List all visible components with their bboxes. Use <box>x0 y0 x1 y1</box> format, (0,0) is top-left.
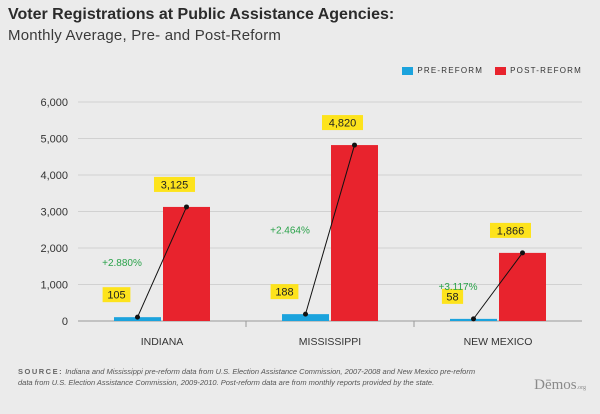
change-line <box>305 144 355 315</box>
demos-logo: Dēmos.org <box>534 377 586 394</box>
legend-swatch-pre <box>402 66 414 75</box>
data-label-post: 3,125 <box>161 179 189 191</box>
y-tick-label: 4,000 <box>40 170 68 182</box>
bar-post <box>163 206 210 321</box>
y-tick-label: 3,000 <box>40 207 68 219</box>
change-line <box>473 252 523 320</box>
legend-label-pre: PRE-REFORM <box>417 66 484 75</box>
change-dot-post <box>184 204 189 210</box>
x-tick-label: MISSISSIPPI <box>299 336 361 348</box>
change-dot-pre <box>471 316 476 322</box>
data-label-post: 4,820 <box>329 118 357 130</box>
data-label-post-bg <box>490 222 531 238</box>
bar-post <box>331 145 378 321</box>
data-label-post: 1,866 <box>497 225 525 237</box>
change-label: +2.880% <box>102 258 142 269</box>
source-label: SOURCE: <box>18 367 64 376</box>
legend-item-pre: PRE-REFORM <box>402 66 483 75</box>
logo-name: Dēmos <box>534 377 577 393</box>
legend-swatch-post <box>495 66 507 75</box>
change-label: +3.117% <box>438 282 477 293</box>
data-label-pre-bg <box>102 287 131 303</box>
change-dot-pre <box>135 314 140 320</box>
change-dot-post <box>520 250 525 256</box>
y-tick-label: 5,000 <box>40 134 68 146</box>
source-note: SOURCE: Indiana and Mississippi pre-refo… <box>18 367 488 388</box>
y-tick-label: 2,000 <box>40 243 68 255</box>
x-tick-label: NEW MEXICO <box>464 336 533 348</box>
data-label-pre-bg <box>441 288 464 304</box>
bar-pre <box>282 314 329 321</box>
data-label-pre: 105 <box>107 290 125 302</box>
data-label-pre-bg <box>270 284 299 300</box>
legend-item-post: POST-REFORM <box>495 66 582 75</box>
chart-title: Voter Registrations at Public Assistance… <box>8 6 395 23</box>
data-label-pre: 188 <box>275 287 293 299</box>
y-tick-label: 0 <box>62 316 68 328</box>
data-label-post-bg <box>322 115 363 131</box>
x-tick-label: INDIANA <box>141 336 184 348</box>
y-tick-label: 6,000 <box>40 97 68 109</box>
legend: PRE-REFORM POST-REFORM <box>402 66 582 75</box>
chart-subtitle: Monthly Average, Pre- and Post-Reform <box>8 27 282 44</box>
y-tick-label: 1,000 <box>40 280 68 292</box>
change-label: +2.464% <box>270 226 310 237</box>
data-label-post-bg <box>154 176 195 192</box>
change-line <box>137 206 187 318</box>
logo-suffix: .org <box>576 385 586 391</box>
legend-label-post: POST-REFORM <box>510 66 582 75</box>
data-label-pre: 58 <box>446 291 458 303</box>
change-dot-post <box>352 142 357 148</box>
change-dot-pre <box>303 311 308 317</box>
bar-post <box>499 252 546 321</box>
source-text: Indiana and Mississippi pre-reform data … <box>18 367 476 387</box>
